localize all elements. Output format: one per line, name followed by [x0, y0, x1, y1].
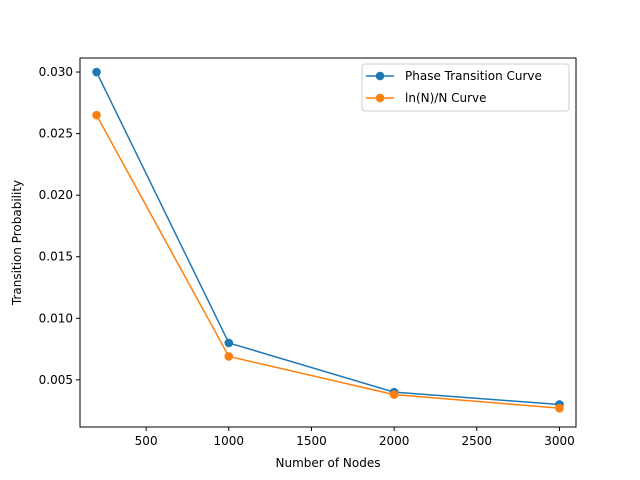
data-point — [224, 338, 234, 348]
legend: Phase Transition Curve ln(N)/N Curve — [361, 63, 570, 112]
x-tick-label: 2000 — [379, 434, 410, 448]
legend-marker — [375, 71, 385, 81]
series-1 — [92, 67, 564, 409]
legend-label: ln(N)/N Curve — [405, 91, 487, 105]
y-tick-label: 0.005 — [39, 373, 73, 387]
legend-item: Phase Transition Curve — [366, 69, 542, 83]
x-tick-label: 500 — [135, 434, 158, 448]
data-point — [92, 110, 101, 120]
series-line — [95, 71, 560, 406]
legend-items: Phase Transition Curve ln(N)/N Curve — [366, 69, 542, 105]
y-tick-label: 0.010 — [39, 311, 73, 325]
x-axis-label: Number of Nodes — [276, 456, 381, 470]
x-tick-label: 3000 — [544, 434, 575, 448]
x-tick-label: 1500 — [296, 434, 327, 448]
data-point — [555, 403, 564, 413]
data-point — [389, 390, 399, 399]
data-point — [224, 352, 234, 361]
x-tick-label: 2500 — [462, 434, 493, 448]
legend-item: ln(N)/N Curve — [366, 91, 487, 105]
y-tick-label: 0.025 — [39, 127, 73, 141]
y-tick-label: 0.030 — [39, 65, 73, 79]
axes-layer: 500 1000 1500 2000 2500 3000 0.005 0.010 0.015 0.… — [39, 65, 575, 448]
data-point — [92, 67, 101, 77]
y-axis-label: Transition Probability — [10, 180, 24, 306]
y-tick-label: 0.020 — [39, 188, 73, 202]
legend-frame — [361, 63, 570, 112]
series-2 — [92, 110, 564, 413]
y-tick-label: 0.015 — [39, 250, 73, 264]
plot-layer — [92, 67, 564, 413]
legend-label: Phase Transition Curve — [405, 69, 542, 83]
x-tick-label: 1000 — [214, 434, 245, 448]
legend-marker — [375, 93, 385, 103]
series-line — [95, 114, 560, 409]
plot-frame — [79, 57, 577, 428]
